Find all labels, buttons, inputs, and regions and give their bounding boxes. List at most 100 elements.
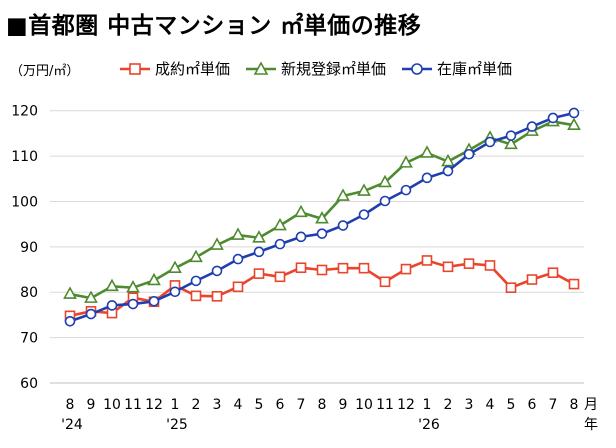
data-point-square	[484, 260, 496, 271]
x-tick-label: 11	[376, 397, 394, 413]
data-point-circle	[274, 238, 286, 250]
data-point-circle	[64, 315, 76, 327]
data-point-circle	[85, 308, 97, 320]
data-point-circle	[316, 228, 328, 239]
data-point-triangle	[399, 155, 413, 168]
data-point-triangle	[147, 272, 161, 286]
y-tick-label: 70	[20, 331, 38, 347]
data-point-circle	[421, 172, 433, 184]
legend-label-new-listing: 新規登録㎡単価	[281, 60, 387, 78]
data-point-square	[505, 282, 517, 293]
data-point-circle	[568, 107, 580, 119]
y-axis-unit-label: （万円/㎡）	[10, 64, 80, 79]
data-point-triangle	[84, 290, 98, 303]
data-point-square	[232, 281, 244, 293]
data-point-circle	[358, 209, 370, 220]
data-point-triangle	[336, 188, 350, 201]
x-tick-label: 6	[276, 397, 285, 413]
data-point-circle	[211, 265, 223, 277]
legend-item-new-listing: 新規登録㎡単価	[244, 58, 386, 79]
data-point-circle	[148, 296, 160, 307]
x-tick-label: 8	[66, 397, 75, 413]
data-point-square	[295, 262, 307, 274]
y-tick-label: 80	[20, 285, 38, 301]
data-point-circle	[400, 184, 412, 196]
data-point-triangle	[231, 227, 245, 240]
data-point-triangle	[420, 145, 434, 158]
legend-item-inventory: 在庫㎡単価	[400, 58, 512, 79]
x-tick-label: 8	[318, 397, 327, 413]
x-tick-label: 12	[397, 397, 415, 413]
data-point-triangle	[357, 183, 371, 196]
data-point-square	[463, 258, 475, 269]
data-point-triangle	[504, 136, 518, 150]
data-point-circle	[169, 286, 181, 298]
x-tick-label: 2	[444, 397, 453, 413]
x-axis-unit-month: 月	[584, 397, 598, 413]
data-point-triangle	[567, 117, 581, 131]
x-tick-label: 10	[355, 397, 373, 413]
legend-marker-square	[120, 62, 150, 75]
x-tick-label: 5	[507, 397, 516, 413]
x-tick-label: 12	[145, 397, 163, 413]
data-point-square	[568, 278, 580, 290]
x-tick-label: 3	[213, 397, 222, 413]
x-tick-label: 11	[124, 397, 142, 413]
data-point-circle	[337, 220, 349, 231]
data-point-square	[190, 290, 202, 302]
x-tick-label: 5	[255, 397, 264, 413]
data-point-triangle	[315, 211, 329, 224]
data-point-triangle	[168, 260, 182, 273]
data-point-triangle	[441, 153, 455, 167]
data-point-triangle	[105, 278, 119, 292]
data-point-circle	[505, 130, 517, 141]
data-point-circle	[106, 300, 118, 311]
legend-marker-circle	[402, 62, 433, 75]
x-tick-label: 9	[339, 397, 348, 413]
chart-title: ■首都圏 中古マンション ㎡単価の推移	[6, 13, 422, 39]
data-point-square	[316, 264, 328, 276]
x-tick-label: 1	[171, 397, 180, 413]
data-point-square	[526, 274, 538, 285]
data-point-square	[274, 271, 286, 283]
data-point-triangle	[126, 280, 140, 293]
y-tick-label: 120	[11, 104, 38, 120]
data-point-circle	[484, 136, 496, 148]
data-point-circle	[190, 275, 202, 287]
data-point-triangle	[189, 249, 203, 263]
data-point-circle	[295, 231, 307, 243]
y-tick-label: 60	[20, 376, 38, 392]
y-tick-label: 100	[11, 194, 38, 210]
data-point-circle	[442, 165, 454, 177]
x-tick-label: 7	[549, 397, 558, 413]
data-point-circle	[232, 253, 244, 265]
data-point-circle	[526, 121, 538, 132]
x-tick-label: 6	[528, 397, 537, 413]
x-tick-label: 7	[297, 397, 306, 413]
x-year-label: '26	[418, 417, 440, 433]
data-point-triangle	[252, 230, 266, 243]
data-point-circle	[463, 148, 475, 160]
x-year-label: '24	[61, 417, 83, 433]
data-point-square	[442, 261, 454, 273]
legend-label-inventory: 在庫㎡単価	[437, 60, 513, 78]
data-point-square	[547, 267, 559, 279]
data-point-square	[358, 262, 370, 274]
legend-item-contract: 成約㎡単価	[118, 58, 230, 79]
x-tick-label: 3	[465, 397, 474, 413]
x-tick-label: 4	[486, 397, 495, 413]
legend-marker-triangle	[246, 61, 277, 75]
x-tick-label: 8	[570, 397, 579, 413]
x-tick-label: 9	[87, 397, 96, 413]
legend-label-contract: 成約㎡単価	[155, 60, 231, 78]
y-tick-label: 110	[11, 149, 38, 165]
x-tick-label: 2	[192, 397, 201, 413]
data-point-square	[253, 268, 265, 279]
data-point-square	[379, 276, 391, 288]
y-tick-label: 90	[20, 240, 38, 256]
x-axis-unit-year: 年	[584, 417, 598, 433]
data-point-circle	[127, 298, 139, 310]
legend: 成約㎡単価 新規登録㎡単価 在庫㎡単価	[118, 58, 512, 79]
data-point-triangle	[63, 286, 77, 299]
